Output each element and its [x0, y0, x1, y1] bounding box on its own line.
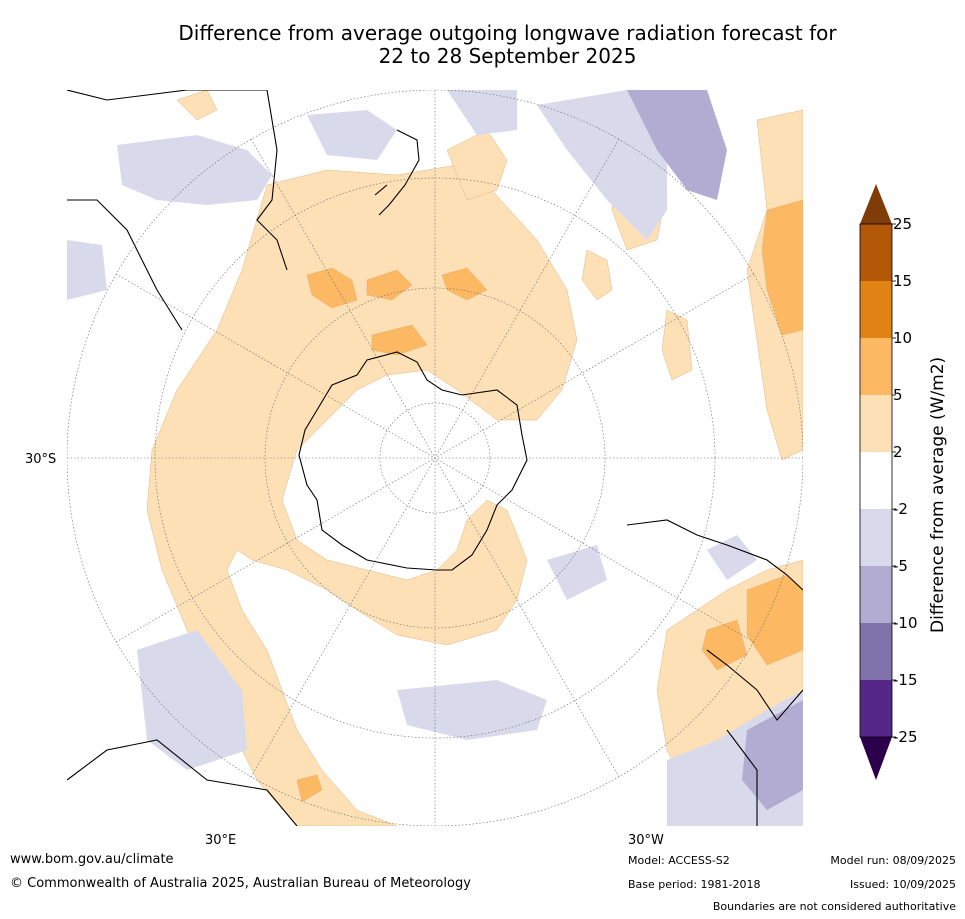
disclaimer-text: Boundaries are not considered authoritat…	[712, 900, 956, 913]
issued-text: Issued: 10/09/2025	[849, 878, 956, 891]
copyright-text: © Commonwealth of Australia 2025, Austra…	[10, 876, 471, 891]
australia-coastline	[67, 90, 298, 826]
colorbar-tick-label: -5	[893, 557, 908, 575]
polar-map	[67, 90, 803, 826]
model-run-text: Model run: 08/09/2025	[830, 854, 956, 867]
colorbar-cap-top	[860, 184, 892, 224]
colorbar-tick-label: -2	[893, 500, 908, 518]
colorbar-tick-label: 2	[893, 443, 903, 461]
south-america-coastline	[626, 519, 803, 826]
map-title-line2: 22 to 28 September 2025	[378, 44, 637, 68]
colorbar-tick-label: 25	[893, 215, 913, 233]
colorbar-tick-label: -10	[893, 614, 918, 632]
lon-30w-label: 30°W	[628, 833, 664, 848]
colorbar-cap-bottom	[860, 737, 892, 780]
colorbar-tick-label: 15	[893, 272, 913, 290]
website-link[interactable]: www.bom.gov.au/climate	[10, 852, 174, 867]
colorbar-title: Difference from average (W/m2)	[928, 356, 948, 633]
colorbar	[859, 184, 896, 780]
colorbar-tick-label: 5	[893, 386, 903, 404]
colorbar-tick-label: 10	[893, 329, 913, 347]
colorbar-tick-label: -15	[893, 671, 918, 689]
lon-30e-label: 30°E	[205, 833, 237, 848]
new-zealand-coastline	[374, 129, 420, 216]
map-title: Difference from average outgoing longwav…	[0, 22, 965, 68]
model-text: Model: ACCESS-S2	[628, 854, 730, 867]
base-period-text: Base period: 1981-2018	[628, 878, 761, 891]
polar-grid	[67, 90, 803, 826]
strong-positive-anomaly	[296, 199, 803, 803]
negative-anomaly-region	[67, 90, 803, 826]
colorbar-tick-label: -25	[893, 728, 918, 746]
antarctica-coastline	[298, 351, 528, 571]
lat-30s-label: 30°S	[25, 452, 57, 467]
map-title-line1: Difference from average outgoing longwav…	[178, 21, 837, 45]
